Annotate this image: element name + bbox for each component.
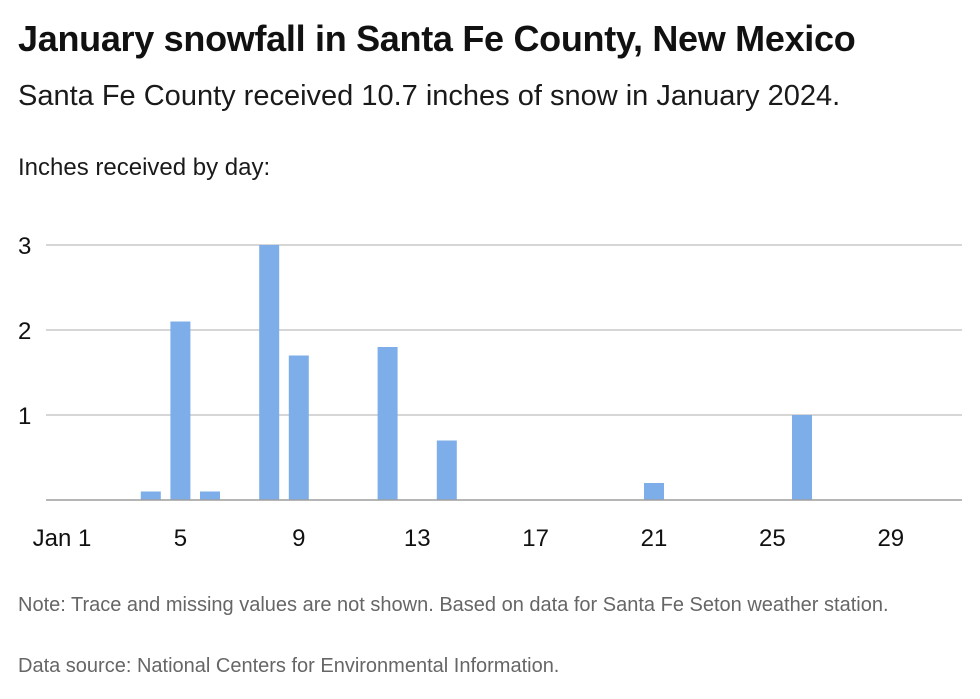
chart-title: January snowfall in Santa Fe County, New…	[18, 18, 856, 59]
bar-day-9	[288, 355, 309, 500]
y-tick-label: 3	[18, 233, 31, 260]
bars	[140, 245, 812, 500]
y-axis-label: Inches received by day:	[18, 154, 271, 181]
x-tick-label: 5	[174, 525, 187, 552]
x-tick-label: 17	[522, 525, 549, 552]
bar-day-8	[259, 245, 280, 500]
snowfall-bar-chart: 1 2 3 Jan 1 5 9 13 17 21 25 29	[18, 233, 962, 552]
x-tick-label: 21	[641, 525, 668, 552]
y-tick-labels: 1 2 3	[18, 233, 31, 430]
x-tick-label: Jan 1	[33, 525, 92, 552]
data-source: Data source: National Centers for Enviro…	[18, 655, 560, 677]
y-tick-label: 1	[18, 403, 31, 430]
x-tick-labels: Jan 1 5 9 13 17 21 25 29	[33, 525, 905, 552]
y-tick-label: 2	[18, 318, 31, 345]
x-tick-label: 25	[759, 525, 786, 552]
bar-day-26	[792, 415, 812, 500]
x-tick-label: 9	[292, 525, 305, 552]
chart-note: Note: Trace and missing values are not s…	[18, 594, 889, 616]
bar-day-21	[644, 483, 664, 500]
bar-day-4	[140, 491, 161, 500]
x-tick-label: 29	[877, 525, 904, 552]
x-tick-label: 13	[404, 525, 431, 552]
bar-day-12	[377, 347, 398, 500]
bar-day-5	[170, 321, 191, 500]
bar-day-14	[436, 440, 457, 500]
bar-day-6	[200, 491, 220, 500]
chart-subtitle: Santa Fe County received 10.7 inches of …	[18, 80, 841, 112]
